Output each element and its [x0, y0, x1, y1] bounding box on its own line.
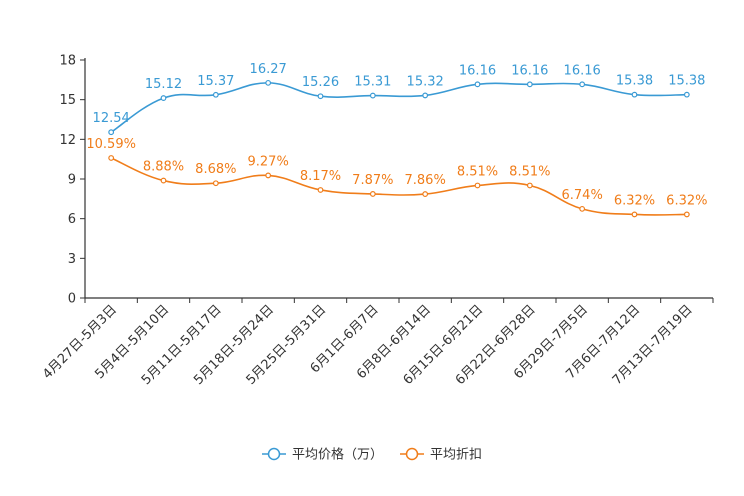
legend-marker-icon [267, 447, 281, 461]
data-label: 7.87% [352, 173, 393, 188]
data-point [422, 92, 429, 99]
data-label: 15.31 [354, 75, 391, 90]
data-point [317, 93, 324, 100]
data-label: 15.12 [145, 77, 182, 92]
data-label: 15.38 [616, 74, 653, 89]
data-label: 16.16 [511, 63, 548, 78]
data-point [212, 180, 219, 187]
data-point [683, 211, 690, 218]
data-point [474, 81, 481, 88]
legend-item-0[interactable]: 平均价格（万） [262, 447, 383, 463]
data-label: 6.32% [666, 193, 707, 208]
y-tick-label: 0 [68, 292, 76, 307]
data-point [526, 81, 533, 88]
y-tick-label: 3 [68, 252, 76, 267]
series-layer: 12.54 15.12 15.37 16.27 15.26 15.31 15.32 16.16… [86, 62, 707, 218]
data-point [160, 177, 167, 184]
chart-axes: 03691215184月27日-5月3日5月4日-5月10日5月11日-5月17… [40, 54, 714, 388]
data-label: 16.16 [564, 63, 601, 78]
data-label: 10.59% [86, 137, 136, 152]
data-point [631, 91, 638, 98]
data-label: 8.51% [509, 164, 550, 179]
data-label: 16.27 [250, 62, 287, 77]
data-point [108, 155, 115, 161]
data-label: 12.54 [93, 111, 130, 126]
legend-marker-icon [405, 447, 419, 461]
data-point [579, 205, 586, 212]
series-line [110, 82, 687, 133]
series-line [110, 157, 687, 216]
data-point [579, 81, 586, 88]
series-0: 12.54 15.12 15.37 16.27 15.26 15.31 15.32 16.16… [93, 62, 705, 136]
y-tick-label: 15 [59, 93, 76, 108]
data-label: 8.17% [300, 169, 341, 184]
data-point [369, 191, 376, 197]
data-point [369, 92, 376, 99]
series-1: 10.59% 8.88% 8.68% 9.27% 8.17% 7.87% 7.86% 8.51… [86, 137, 707, 218]
y-tick-label: 12 [59, 133, 76, 148]
data-point [526, 182, 533, 189]
data-label: 8.88% [143, 160, 184, 175]
data-label: 15.38 [668, 74, 705, 89]
data-label: 6.32% [614, 193, 655, 208]
data-point [108, 129, 115, 136]
legend-label: 平均价格（万） [292, 447, 383, 463]
data-point [631, 211, 638, 218]
data-point [265, 172, 272, 179]
data-label: 9.27% [248, 154, 289, 169]
y-tick-label: 18 [59, 54, 76, 69]
data-point [683, 91, 690, 98]
data-point [317, 187, 324, 193]
data-label: 6.74% [562, 188, 603, 203]
data-label: 7.86% [405, 173, 446, 188]
data-point [212, 91, 219, 98]
data-label: 16.16 [459, 63, 496, 78]
data-label: 15.32 [407, 74, 444, 89]
data-label: 15.37 [197, 74, 234, 89]
y-tick-label: 9 [68, 173, 76, 188]
legend: 平均价格（万） 平均折扣 [262, 447, 482, 463]
data-point [160, 95, 167, 101]
data-label: 15.26 [302, 75, 339, 90]
y-tick-label: 6 [68, 212, 76, 227]
legend-label: 平均折扣 [430, 448, 482, 463]
data-point [265, 79, 272, 86]
data-point [474, 182, 481, 189]
legend-item-1[interactable]: 平均折扣 [400, 448, 482, 463]
data-point [422, 191, 429, 197]
data-label: 8.51% [457, 164, 498, 179]
data-label: 8.68% [195, 162, 236, 177]
